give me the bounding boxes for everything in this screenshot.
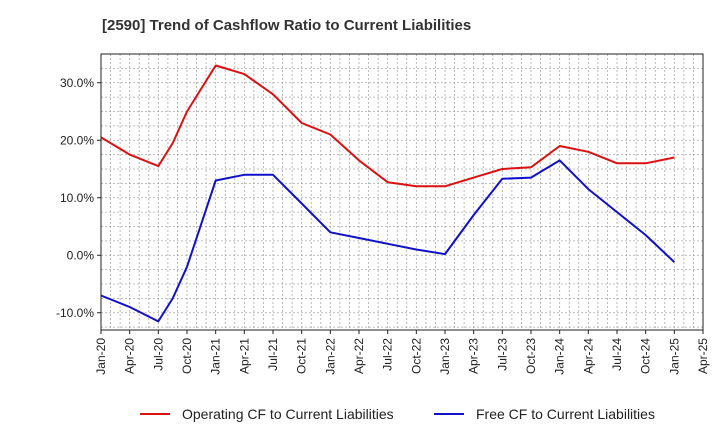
x-tick-label: Apr-24: [581, 338, 595, 374]
y-tick-label: 20.0%: [60, 133, 94, 147]
x-tick-label: Jul-22: [381, 338, 395, 371]
legend-label-1: Operating CF to Current Liabilities: [182, 406, 394, 422]
x-tick-label: Jan-21: [209, 338, 223, 375]
x-tick-label: Oct-23: [524, 338, 538, 374]
x-tick-label: Jan-24: [553, 338, 567, 375]
chart-title: [2590] Trend of Cashflow Ratio to Curren…: [102, 17, 471, 34]
x-axis: Jan-20 Apr-20 Jul-20 Oct-20 Jan-21 Apr-21 Jul-…: [94, 330, 710, 375]
y-axis: -10.0% 0.0% 10.0% 20.0% 30.0%: [56, 76, 101, 320]
x-tick-label: Jan-23: [438, 338, 452, 375]
x-tick-label: Jan-22: [323, 338, 337, 375]
plot-area: [101, 54, 703, 330]
x-tick-label: Jan-20: [94, 338, 108, 375]
x-tick-label: Apr-22: [352, 338, 366, 374]
x-tick-label: Apr-21: [237, 338, 251, 374]
x-tick-label: Apr-23: [467, 338, 481, 374]
y-tick-label: 10.0%: [60, 191, 94, 205]
legend-label-2: Free CF to Current Liabilities: [476, 406, 655, 422]
x-tick-label: Oct-22: [409, 338, 423, 374]
plot-border: [100, 53, 704, 331]
series-lines: [100, 64, 675, 323]
x-tick-label: Oct-21: [295, 338, 309, 374]
y-tick-label: 0.0%: [67, 248, 95, 262]
series-line-2: [100, 159, 675, 323]
y-tick-label: 30.0%: [60, 76, 94, 90]
x-tick-label: Jan-25: [667, 338, 681, 375]
x-tick-label: Apr-20: [123, 338, 137, 374]
x-tick-label: Jul-21: [266, 338, 280, 371]
x-tick-label: Oct-20: [180, 338, 194, 374]
x-tick-label: Jul-24: [610, 338, 624, 371]
series-line-1: [100, 64, 675, 188]
x-tick-label: Jul-23: [495, 338, 509, 371]
x-tick-label: Jul-20: [151, 338, 165, 371]
x-tick-label: Apr-25: [696, 338, 710, 374]
y-tick-label: -10.0%: [56, 306, 94, 320]
legend: Operating CF to Current Liabilities Free …: [140, 406, 655, 422]
x-tick-label: Oct-24: [639, 338, 653, 374]
grid: [101, 54, 703, 330]
